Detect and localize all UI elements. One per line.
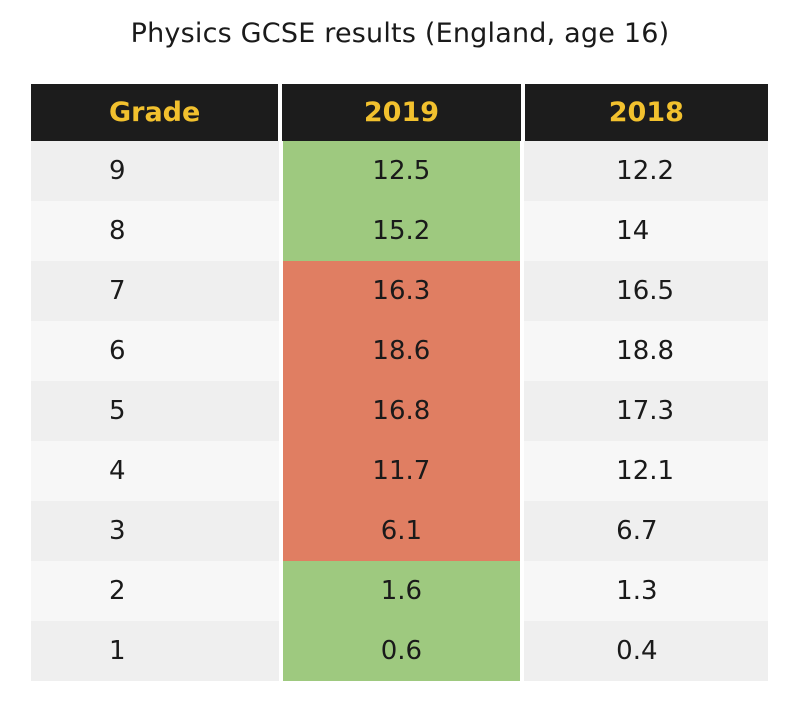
table-row: 2 1.6 1.3 bbox=[31, 561, 768, 621]
grade-cell: 6 bbox=[31, 321, 279, 381]
grade-cell: 1 bbox=[31, 621, 279, 681]
table-body: 9 12.5 12.2 8 15.2 14 7 16.3 16.5 6 18.6 18.8 5 16.8 1… bbox=[31, 141, 768, 681]
grade-cell: 7 bbox=[31, 261, 279, 321]
table-row: 5 16.8 17.3 bbox=[31, 381, 768, 441]
value-2019-cell: 0.6 bbox=[282, 621, 521, 681]
value-2018-cell: 18.8 bbox=[524, 321, 768, 381]
value-2019-cell: 1.6 bbox=[282, 561, 521, 621]
chart-title: Physics GCSE results (England, age 16) bbox=[130, 18, 670, 49]
value-2019-cell: 12.5 bbox=[282, 141, 521, 201]
column-header-2018: 2018 bbox=[524, 84, 768, 141]
grade-cell: 2 bbox=[31, 561, 279, 621]
grade-cell: 4 bbox=[31, 441, 279, 501]
value-2018-cell: 17.3 bbox=[524, 381, 768, 441]
value-2019-cell: 16.3 bbox=[282, 261, 521, 321]
value-2018-cell: 12.1 bbox=[524, 441, 768, 501]
grade-cell: 9 bbox=[31, 141, 279, 201]
table-row: 6 18.6 18.8 bbox=[31, 321, 768, 381]
value-2019-cell: 6.1 bbox=[282, 501, 521, 561]
value-2018-cell: 16.5 bbox=[524, 261, 768, 321]
column-header-grade: Grade bbox=[31, 84, 279, 141]
column-header-2019: 2019 bbox=[282, 84, 521, 141]
table-row: 8 15.2 14 bbox=[31, 201, 768, 261]
grade-cell: 8 bbox=[31, 201, 279, 261]
table-row: 4 11.7 12.1 bbox=[31, 441, 768, 501]
table-row: 1 0.6 0.4 bbox=[31, 621, 768, 681]
value-2018-cell: 0.4 bbox=[524, 621, 768, 681]
value-2019-cell: 18.6 bbox=[282, 321, 521, 381]
value-2019-cell: 11.7 bbox=[282, 441, 521, 501]
value-2018-cell: 14 bbox=[524, 201, 768, 261]
value-2018-cell: 6.7 bbox=[524, 501, 768, 561]
value-2018-cell: 1.3 bbox=[524, 561, 768, 621]
grade-cell: 5 bbox=[31, 381, 279, 441]
table-header-row: Grade 2019 2018 bbox=[31, 84, 768, 141]
table-row: 9 12.5 12.2 bbox=[31, 141, 768, 201]
grade-cell: 3 bbox=[31, 501, 279, 561]
table-row: 3 6.1 6.7 bbox=[31, 501, 768, 561]
value-2019-cell: 15.2 bbox=[282, 201, 521, 261]
results-table: Grade 2019 2018 9 12.5 12.2 8 15.2 14 7 16.3 16.… bbox=[31, 84, 768, 681]
value-2018-cell: 12.2 bbox=[524, 141, 768, 201]
value-2019-cell: 16.8 bbox=[282, 381, 521, 441]
table-row: 7 16.3 16.5 bbox=[31, 261, 768, 321]
